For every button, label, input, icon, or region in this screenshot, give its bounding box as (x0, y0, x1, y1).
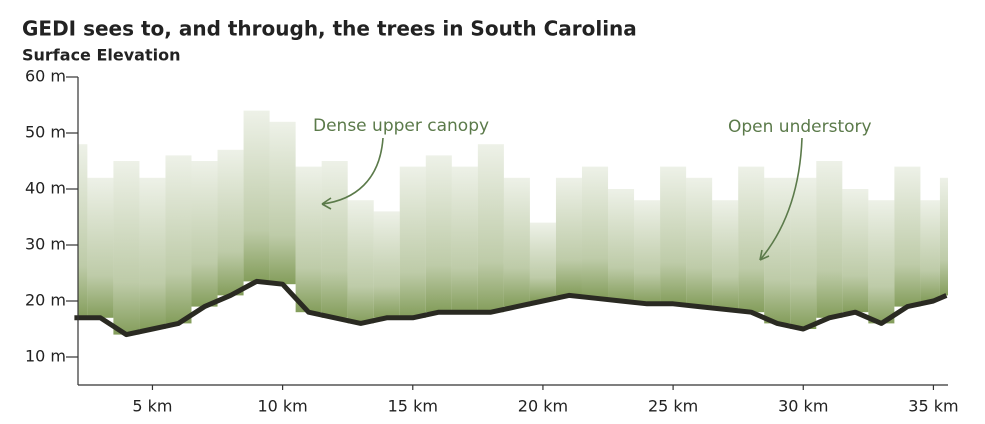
canopy-return (764, 177, 791, 324)
y-tick-label: 30 m (25, 235, 66, 254)
x-tick-label: 30 km (778, 397, 828, 416)
y-tick-label: 40 m (25, 179, 66, 198)
chart-subtitle: Surface Elevation (22, 46, 180, 65)
canopy-return (842, 189, 869, 313)
x-tick-label: 20 km (518, 397, 568, 416)
canopy-return (477, 144, 504, 313)
annotation-arrow (321, 137, 384, 205)
x-tick-label: 25 km (648, 397, 698, 416)
canopy-return (191, 161, 218, 307)
canopy-return (738, 166, 765, 313)
canopy-return (608, 189, 635, 301)
y-tick-label: 10 m (25, 347, 66, 366)
x-tick-label: 15 km (388, 397, 438, 416)
canopy-return (217, 149, 244, 296)
y-tick-label: 60 m (25, 67, 66, 86)
annotation: Open understory (728, 117, 872, 137)
annotation-arrow (759, 137, 803, 261)
x-tick-label: 5 km (132, 397, 172, 416)
canopy-return (295, 166, 322, 313)
canopy-return (686, 177, 713, 307)
canopy-return (920, 200, 940, 301)
canopy-return (373, 211, 400, 318)
canopy-return (790, 177, 817, 329)
canopy-return (634, 200, 661, 304)
canopy-return (529, 222, 556, 301)
canopy-return (939, 177, 948, 296)
canopy-return (816, 161, 843, 318)
arrow-head (321, 197, 332, 210)
canopy-return (347, 200, 374, 324)
canopy-return (139, 177, 166, 329)
x-tick-label: 35 km (908, 397, 958, 416)
ground-line (74, 278, 948, 338)
canopy-return (425, 155, 452, 313)
canopy-return (113, 161, 140, 335)
canopy-return (399, 166, 426, 318)
plot-area (74, 110, 948, 338)
canopy-return (321, 161, 348, 318)
y-tick-label: 20 m (25, 291, 66, 310)
x-tick-label: 10 km (257, 397, 307, 416)
canopy-return (243, 110, 270, 282)
canopy-return (78, 144, 88, 318)
canopy-return (451, 166, 478, 313)
canopy-return (868, 200, 895, 324)
annotation: Dense upper canopy (313, 116, 489, 136)
canopy-return (165, 155, 192, 324)
canopy-return (555, 177, 582, 296)
canopy-return (660, 166, 687, 304)
canopy-return (503, 177, 530, 307)
chart-title: GEDI sees to, and through, the trees in … (22, 17, 637, 41)
canopy-return (712, 200, 739, 310)
y-tick-label: 50 m (25, 123, 66, 142)
canopy-return (581, 166, 609, 299)
canopy-return (269, 121, 296, 285)
canopy-return (87, 177, 114, 318)
arrow-head (759, 249, 770, 261)
canopy-return (894, 166, 921, 307)
